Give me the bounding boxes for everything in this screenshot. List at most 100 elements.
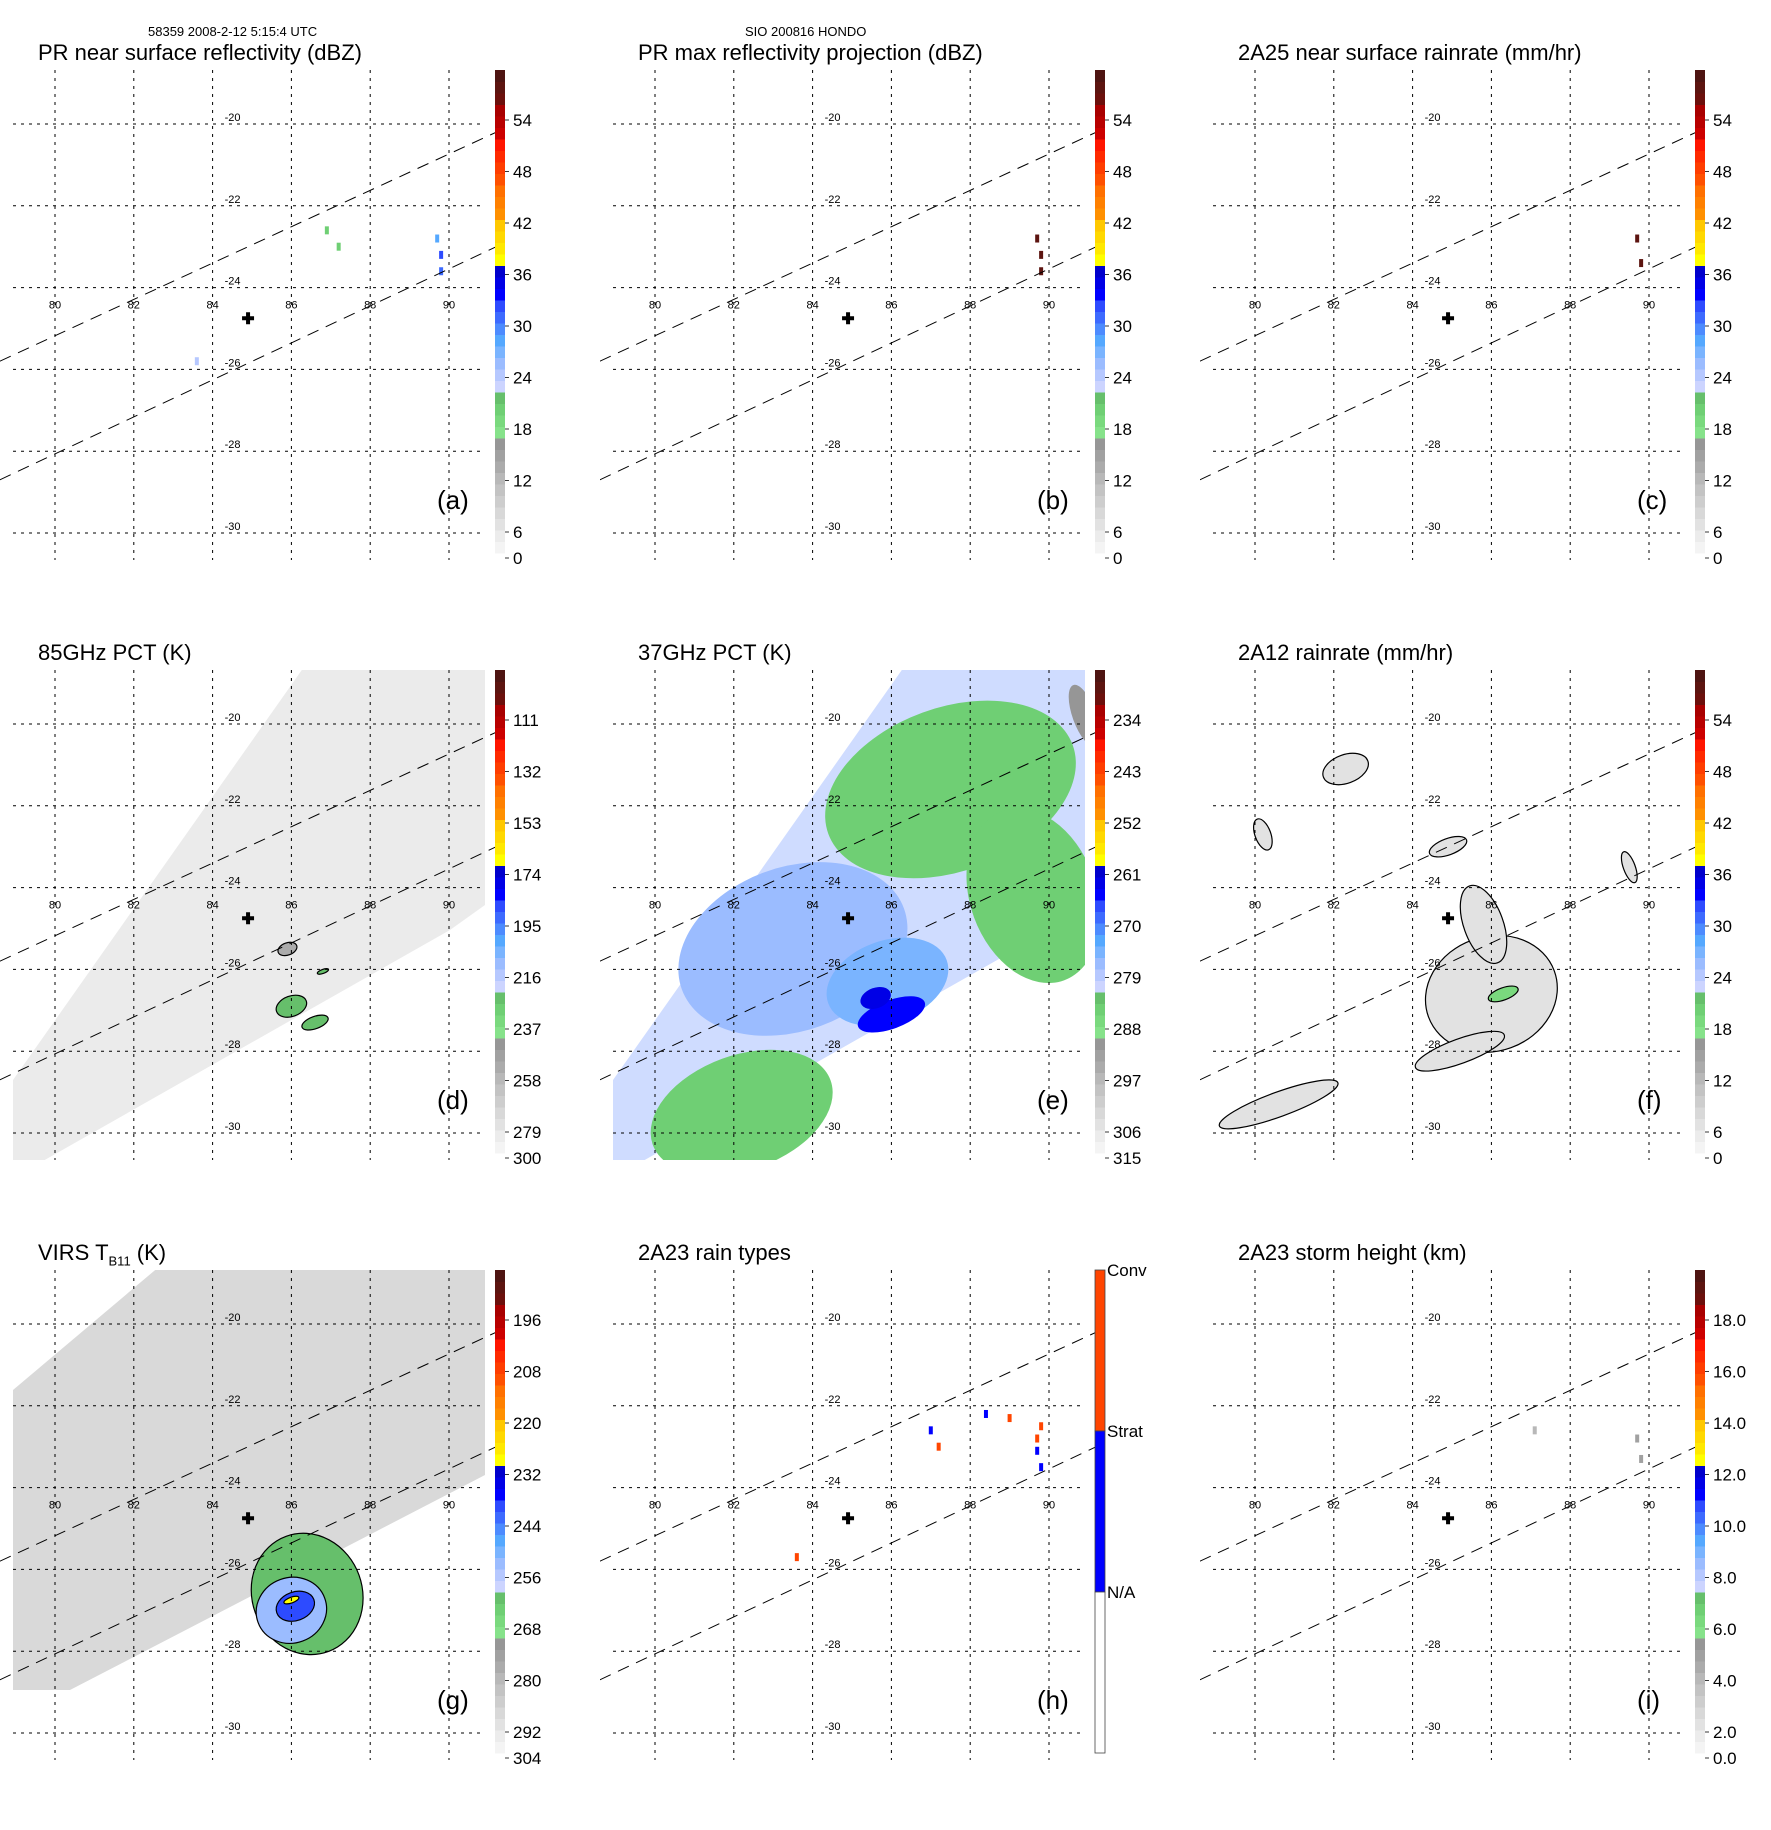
colorbar-segment — [1695, 957, 1705, 970]
panel-title: 2A23 storm height (km) — [1238, 1240, 1467, 1266]
colorbar-segment — [1094, 1591, 1106, 1754]
colorbar-segment — [1095, 403, 1105, 416]
colorbar-segment — [495, 1026, 505, 1039]
colorbar-segment — [1095, 877, 1105, 889]
colorbar-segment — [1095, 785, 1105, 797]
data-pixel — [1206, 1639, 1210, 1647]
data-pixel — [606, 1639, 610, 1647]
colorbar-segment — [1695, 1500, 1705, 1512]
colorbar-tick-label: 6 — [1713, 523, 1722, 542]
colorbar-segment — [1095, 139, 1105, 151]
data-pixel — [336, 242, 341, 251]
colorbar-tick-label: 24 — [1713, 969, 1732, 988]
colorbar-segment — [495, 1511, 505, 1524]
panel-title: VIRS TB11 (K) — [38, 1240, 166, 1268]
lat-tick-label: -20 — [825, 712, 841, 724]
lon-tick-label: 86 — [1485, 300, 1497, 312]
lat-tick-label: -20 — [825, 1312, 841, 1324]
colorbar-segment — [495, 1649, 505, 1662]
colorbar-segment — [1695, 1026, 1705, 1039]
data-pixel — [1035, 234, 1040, 243]
lat-tick-label: -20 — [1425, 712, 1441, 724]
panel-title-text: PR near surface reflectivity (dBZ) — [38, 40, 362, 65]
colorbar-segment — [1095, 380, 1105, 393]
lon-tick-label: 90 — [1643, 900, 1655, 912]
lon-tick-label: 90 — [1043, 900, 1055, 912]
colorbar-segment — [495, 403, 505, 416]
colorbar-segment — [495, 1038, 505, 1050]
data-pixel — [1039, 1463, 1044, 1472]
lon-tick-label: 80 — [1249, 900, 1261, 912]
colorbar-segment — [1695, 1281, 1705, 1294]
colorbar-segment — [1095, 1141, 1105, 1154]
map-d: 80 82 84 86 88 90 -20 -22 -24 -26 -28 -30 111 132 153 1… — [0, 670, 541, 1168]
panel-label: (a) — [437, 485, 469, 515]
colorbar-segment — [495, 877, 505, 889]
colorbar-segment — [495, 1281, 505, 1294]
data-pixel — [194, 357, 199, 366]
data-pixel — [1206, 439, 1210, 447]
colorbar-segment — [495, 693, 505, 705]
colorbar-segment — [1095, 739, 1105, 751]
colorbar-segment — [495, 438, 505, 450]
colorbar-segment — [1695, 449, 1705, 462]
colorbar-segment — [495, 1661, 505, 1673]
lon-tick-label: 84 — [1406, 900, 1418, 912]
colorbar-tick-label: 42 — [1113, 214, 1132, 233]
colorbar-segment — [495, 472, 505, 485]
data-pixel — [983, 1409, 988, 1418]
colorbar-segment — [495, 392, 505, 404]
colorbar-segment — [495, 762, 505, 774]
colorbar-tick-label: 8.0 — [1713, 1569, 1737, 1588]
colorbar-tick-label: 54 — [1113, 111, 1132, 130]
colorbar-segment — [495, 1592, 505, 1604]
colorbar-segment — [1095, 392, 1105, 404]
lon-tick-label: 82 — [1328, 1500, 1340, 1512]
colorbar-segment — [495, 957, 505, 970]
colorbar-segment — [495, 819, 505, 832]
colorbar-tick-label: 16.0 — [1713, 1363, 1746, 1382]
data-feature — [1459, 884, 1508, 965]
colorbar-segment — [1095, 762, 1105, 774]
colorbar-segment — [1095, 911, 1105, 924]
colorbar-segment — [495, 369, 505, 381]
colorbar-tick-label: 4.0 — [1713, 1672, 1737, 1691]
storm-center-cross-icon — [242, 1512, 255, 1525]
map-g: 80 82 84 86 88 90 -20 -22 -24 -26 -28 -30 196 208 220 2… — [0, 1270, 541, 1768]
colorbar-segment — [1695, 1695, 1705, 1708]
panel-title-text: VIRS T — [38, 1240, 109, 1265]
lat-tick-label: -22 — [825, 794, 841, 806]
lon-tick-label: 82 — [728, 900, 740, 912]
colorbar-segment — [495, 1454, 505, 1466]
storm-center-cross-icon — [242, 312, 255, 325]
storm-center-cross-icon — [1442, 312, 1455, 325]
colorbar-segment — [1095, 831, 1105, 843]
panel-title-text: 37GHz PCT (K) — [638, 640, 792, 665]
colorbar-segment — [1095, 334, 1105, 347]
colorbar-segment — [495, 311, 505, 324]
storm-center-cross-icon — [242, 912, 255, 925]
colorbar-tick-label: 132 — [513, 763, 541, 782]
colorbar-segment — [1695, 311, 1705, 324]
lon-tick-label: 82 — [728, 300, 740, 312]
colorbar-segment — [1695, 185, 1705, 197]
colorbar-tick-label: 24 — [513, 369, 532, 388]
colorbar-segment — [1095, 484, 1105, 496]
colorbar-segment — [495, 1362, 505, 1374]
colorbar-segment — [495, 865, 505, 878]
colorbar-segment — [1695, 70, 1705, 82]
colorbar-segment — [1095, 173, 1105, 186]
data-pixel — [794, 1553, 799, 1562]
colorbar-tick-label: 12.0 — [1713, 1466, 1746, 1485]
colorbar-segment — [495, 300, 505, 312]
colorbar-segment — [495, 346, 505, 358]
colorbar-segment — [1095, 127, 1105, 140]
colorbar-segment — [1095, 231, 1105, 243]
colorbar-segment — [1695, 369, 1705, 381]
colorbar-tick-label: 36 — [1113, 266, 1132, 285]
colorbar-segment — [1094, 1269, 1106, 1432]
colorbar-segment — [1095, 1095, 1105, 1108]
colorbar-segment — [1095, 992, 1105, 1004]
colorbar-segment — [495, 727, 505, 740]
colorbar-segment — [1695, 196, 1705, 209]
